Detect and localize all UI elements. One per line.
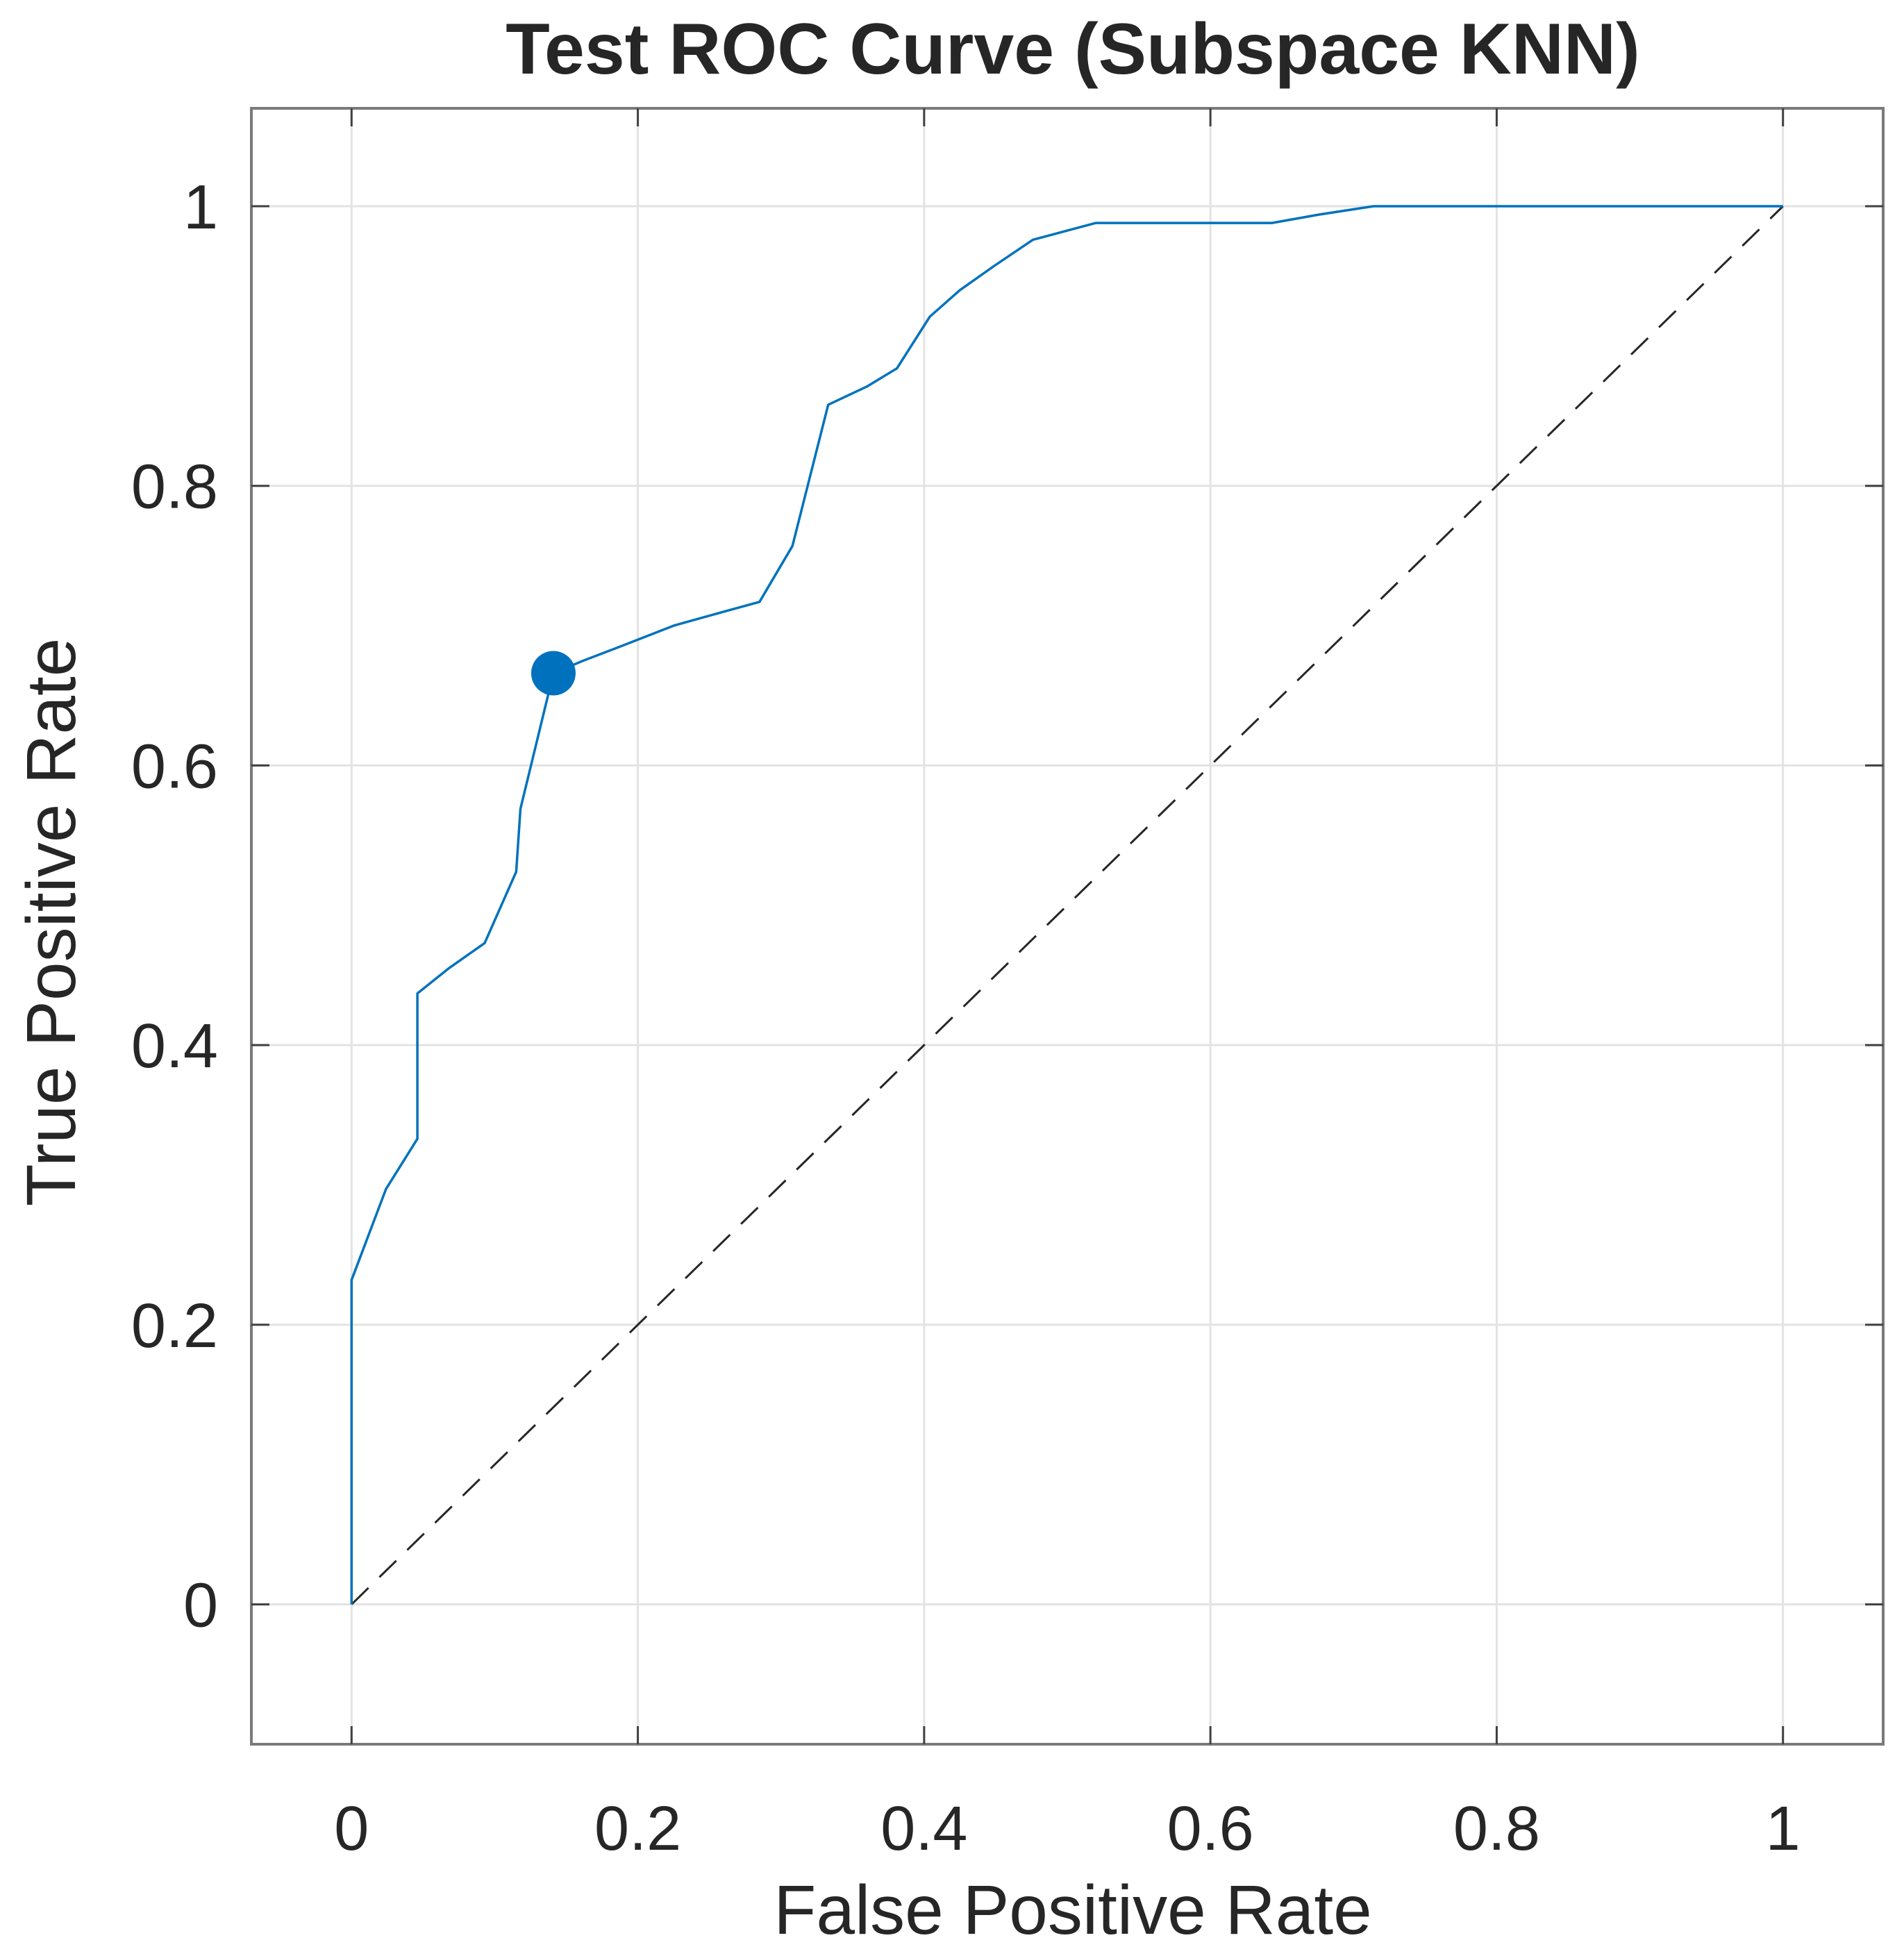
chart-title: Test ROC Curve (Subspace KNN) xyxy=(506,9,1639,90)
x-tick-label: 1 xyxy=(1766,1794,1801,1864)
x-axis-ticks: 0 0.2 0.4 0.6 0.8 1 xyxy=(334,1794,1800,1864)
x-tick-label: 0.2 xyxy=(594,1794,681,1864)
y-tick-label: 0 xyxy=(183,1571,218,1641)
x-tick-label: 0.6 xyxy=(1167,1794,1254,1864)
axes-frame-layer xyxy=(250,107,1885,1746)
y-tick-label: 0.8 xyxy=(131,453,218,522)
y-tick-label: 0.2 xyxy=(131,1292,218,1361)
x-tick-label: 0 xyxy=(334,1794,369,1864)
operating-point-marker xyxy=(531,651,576,696)
diagonal-reference-line xyxy=(351,205,1784,1605)
axes-frame xyxy=(250,107,1885,1746)
grid-lines xyxy=(251,108,1883,1744)
x-tick-label: 0.4 xyxy=(880,1794,967,1864)
roc-curve-line xyxy=(350,205,1783,1605)
y-axis-ticks: 0 0.2 0.4 0.6 0.8 1 xyxy=(131,173,218,1641)
x-tick-label: 0.8 xyxy=(1453,1794,1540,1864)
roc-curve-layer xyxy=(350,205,1783,1605)
y-tick-label: 0.6 xyxy=(131,732,218,801)
x-axis-label: False Positive Rate xyxy=(774,1871,1371,1949)
y-tick-label: 1 xyxy=(183,173,218,242)
y-axis-label: True Positive Rate xyxy=(12,638,90,1207)
diagonal-reference-layer xyxy=(351,205,1784,1605)
y-tick-label: 0.4 xyxy=(131,1012,218,1081)
